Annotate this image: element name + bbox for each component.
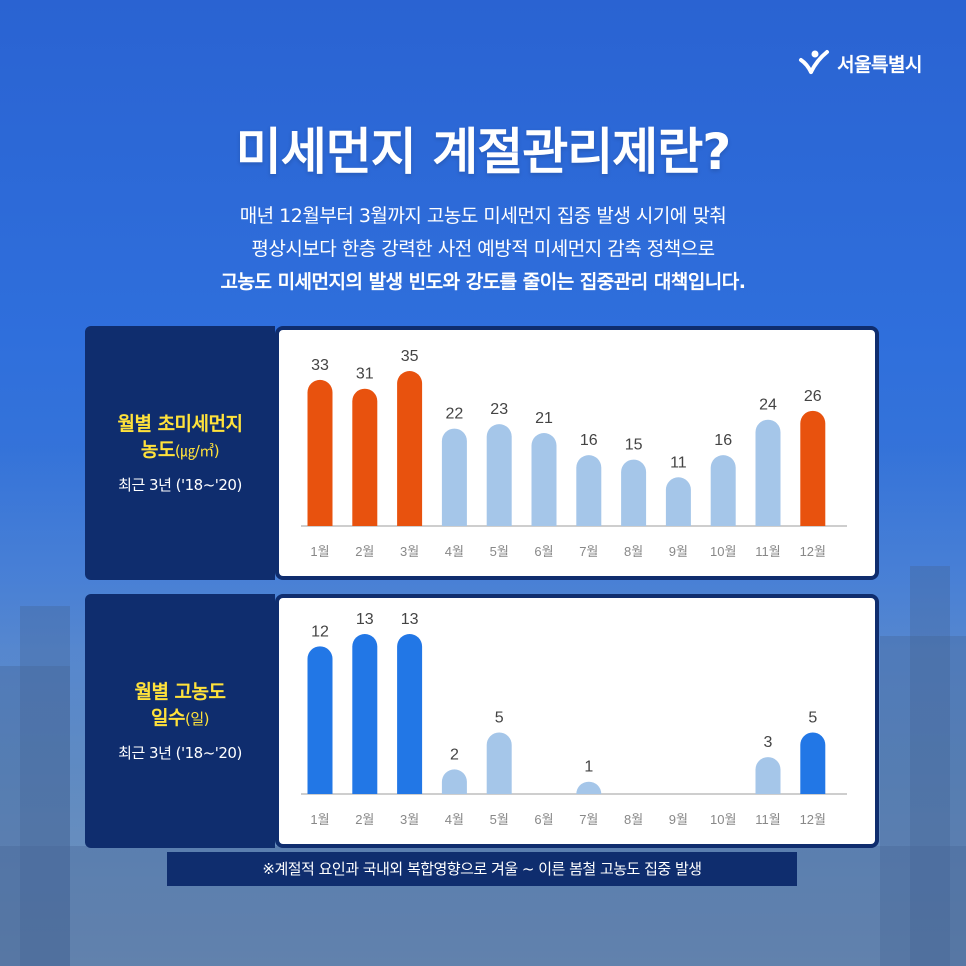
- chart1-value-label: 15: [625, 437, 643, 454]
- chart1-category-label: 9월: [669, 544, 688, 559]
- chart1-label-line2: 농도: [140, 439, 175, 461]
- chart2-value-label: 13: [356, 611, 374, 628]
- chart2-label-line1: 월별 고농도: [134, 681, 226, 703]
- chart1-value-label: 23: [490, 401, 508, 418]
- chart1-category-label: 5월: [490, 544, 509, 559]
- page-title: 미세먼지 계절관리제란?: [235, 123, 731, 181]
- chart1-bar: [531, 433, 557, 526]
- chart1-category-label: 12월: [800, 544, 826, 559]
- chart2-bar: [486, 732, 512, 794]
- seoul-logo-icon: [799, 50, 830, 74]
- description-line-3: 고농도 미세먼지의 발생 빈도와 강도를 줄이는 집중관리 대책입니다.: [220, 271, 746, 293]
- chart1-category-label: 11월: [755, 544, 780, 559]
- chart1-category-label: 7월: [579, 544, 598, 559]
- chart1-value-label: 21: [535, 410, 553, 427]
- chart2-value-label: 3: [764, 734, 773, 751]
- chart2-bar: [397, 634, 423, 794]
- chart1-label-unit: (㎍/㎥): [174, 442, 220, 460]
- chart2-bar: [800, 732, 826, 794]
- chart1-bar: [621, 459, 647, 526]
- chart2-period: 최근 3년 ('18~'20): [118, 744, 242, 762]
- description-line-2: 평상시보다 한층 강력한 사전 예방적 미세먼지 감축 정책으로: [251, 238, 715, 260]
- chart1-category-label: 10월: [710, 544, 736, 559]
- chart2-svg: 12 1월 13 2월 13 3월 2 4월 5 5월 6월 1 7월 8월 9월 10월 3 11월 5 12월: [301, 611, 847, 827]
- chart2-value-label: 2: [450, 746, 459, 763]
- description-line-1: 매년 12월부터 3월까지 고농도 미세먼지 집중 발생 시기에 맞춰: [239, 205, 727, 227]
- chart1-value-label: 22: [446, 406, 464, 423]
- chart1-bar: [710, 455, 736, 526]
- chart1-bar: [800, 410, 826, 526]
- chart2-category-label: 5월: [490, 812, 509, 827]
- chart1-category-label: 3월: [400, 544, 419, 559]
- chart1-card: 33 1월 31 2월 35 3월 22 4월 23 5월 21 6월 16 7월 15 8월 11 9월 16 10…: [275, 326, 879, 580]
- chart1-period: 최근 3년 ('18~'20): [118, 476, 242, 494]
- chart1-value-label: 16: [714, 432, 732, 449]
- chart1-value-label: 16: [580, 432, 598, 449]
- chart2-category-label: 1월: [310, 812, 329, 827]
- chart2-bar: [755, 757, 781, 794]
- chart2-category-label: 3월: [400, 812, 419, 827]
- chart2-category-label: 8월: [624, 812, 643, 827]
- chart1-label-line1: 월별 초미세먼지: [117, 413, 243, 435]
- chart1-bar: [755, 419, 781, 526]
- chart1-value-label: 26: [804, 388, 822, 405]
- chart1-bar: [307, 379, 333, 526]
- chart2-bar: [307, 646, 333, 794]
- chart1-bar: [576, 455, 602, 526]
- chart2-category-label: 12월: [800, 812, 826, 827]
- chart1-category-label: 8월: [624, 544, 643, 559]
- chart2-category-label: 6월: [534, 812, 553, 827]
- chart1-bar: [397, 371, 423, 526]
- chart2-bar: [441, 769, 467, 794]
- chart2-category-label: 11월: [755, 812, 780, 827]
- chart1-svg: 33 1월 31 2월 35 3월 22 4월 23 5월 21 6월 16 7월 15 8월 11 9월 16 10…: [301, 348, 847, 559]
- chart1-value-label: 33: [311, 357, 329, 374]
- chart2-label-box: 월별 고농도 일수(일) 최근 3년 ('18~'20): [85, 594, 275, 848]
- logo-text: 서울특별시: [837, 53, 922, 76]
- chart2-value-label: 1: [584, 759, 593, 776]
- chart1-category-label: 4월: [445, 544, 464, 559]
- chart2-value-label: 13: [401, 611, 419, 628]
- chart2-category-label: 10월: [710, 812, 736, 827]
- chart1-category-label: 2월: [355, 544, 374, 559]
- chart2-category-label: 7월: [579, 812, 598, 827]
- chart2-category-label: 9월: [669, 812, 688, 827]
- chart1-bar: [441, 428, 467, 526]
- chart1-value-label: 24: [759, 397, 777, 414]
- footnote: ※계절적 요인과 국내외 복합영향으로 겨울 ~ 이른 봄철 고농도 집중 발생: [167, 852, 797, 886]
- chart2-label-line2: 일수: [151, 707, 185, 729]
- chart1-bar: [486, 424, 512, 526]
- seoul-logo: 서울특별시: [797, 46, 922, 80]
- chart1-value-label: 11: [670, 454, 687, 471]
- chart1-bar: [352, 388, 378, 526]
- chart1-bar: [665, 477, 691, 526]
- chart1-value-label: 35: [401, 348, 419, 365]
- chart2-value-label: 5: [808, 709, 817, 726]
- chart2-value-label: 12: [311, 623, 329, 640]
- chart2-category-label: 2월: [355, 812, 374, 827]
- chart1-label-box: 월별 초미세먼지 농도(㎍/㎥) 최근 3년 ('18~'20): [85, 326, 275, 580]
- description: 매년 12월부터 3월까지 고농도 미세먼지 집중 발생 시기에 맞춰 평상시보…: [0, 200, 966, 299]
- chart1-category-label: 6월: [534, 544, 553, 559]
- chart2-category-label: 4월: [445, 812, 464, 827]
- chart2-bar: [352, 634, 378, 794]
- chart2-label-unit: (일): [184, 710, 210, 728]
- chart2-bar: [576, 781, 602, 794]
- chart1-category-label: 1월: [310, 544, 329, 559]
- chart2-card: 12 1월 13 2월 13 3월 2 4월 5 5월 6월 1 7월 8월 9월 10월 3 11월 5 12월: [275, 594, 879, 848]
- chart1-value-label: 31: [356, 366, 374, 383]
- chart2-value-label: 5: [495, 709, 504, 726]
